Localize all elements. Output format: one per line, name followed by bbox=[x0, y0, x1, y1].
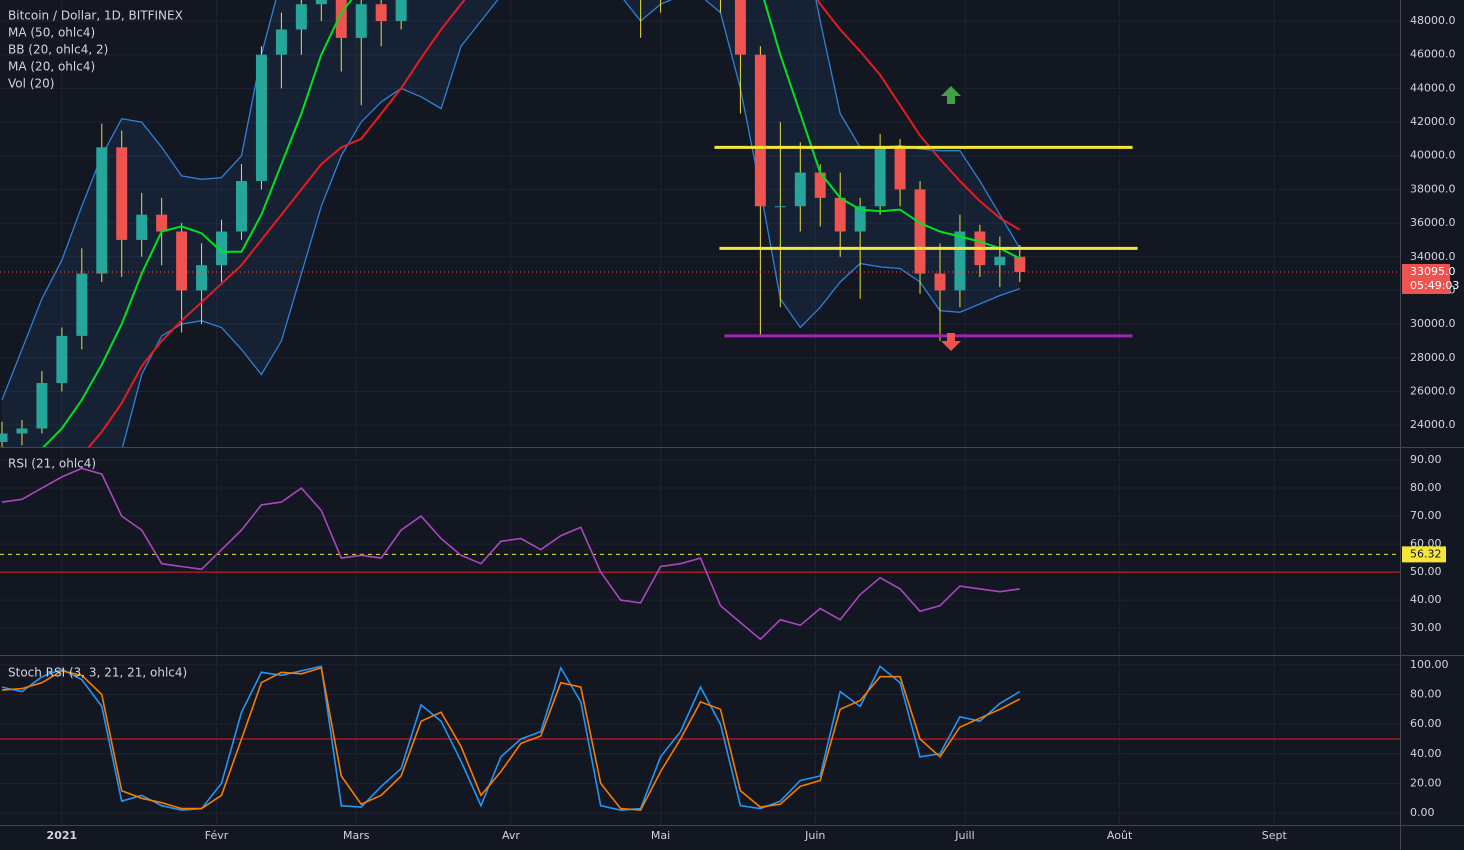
y-tick-label: 48000.0 bbox=[1410, 14, 1456, 27]
legend-entry: MA (20, ohlc4) bbox=[8, 60, 95, 74]
candle-body bbox=[954, 231, 966, 291]
y-tick-label: 20.00 bbox=[1410, 776, 1442, 789]
legend-entry: MA (50, ohlc4) bbox=[8, 26, 95, 40]
x-tick-label: Août bbox=[1107, 829, 1133, 842]
candle-body bbox=[315, 0, 327, 5]
candle-body bbox=[275, 29, 287, 55]
x-tick-label: Juill bbox=[954, 829, 974, 842]
y-tick-label: 80.00 bbox=[1410, 688, 1442, 701]
candle-body bbox=[295, 4, 307, 30]
candle-body bbox=[136, 214, 148, 240]
candle-body bbox=[994, 256, 1006, 266]
candle-body bbox=[754, 54, 766, 207]
candle-body bbox=[255, 54, 267, 181]
candle-body bbox=[16, 428, 28, 434]
candle-body bbox=[834, 197, 846, 232]
candle-body bbox=[375, 4, 387, 22]
candle-body bbox=[335, 0, 347, 38]
moving-average bbox=[42, 0, 1021, 447]
y-tick-label: 30.00 bbox=[1410, 621, 1442, 634]
y-tick-label: 30000.0 bbox=[1410, 317, 1456, 330]
y-tick-label: 36000.0 bbox=[1410, 216, 1456, 229]
y-tick-label: 70.00 bbox=[1410, 509, 1442, 522]
indicator-line bbox=[1, 665, 1021, 811]
y-tick-label: 28000.0 bbox=[1410, 351, 1456, 364]
candle-body bbox=[76, 273, 88, 336]
pane-title: RSI (21, ohlc4) bbox=[8, 457, 96, 471]
candle-body bbox=[0, 433, 8, 442]
y-tick-label: 38000.0 bbox=[1410, 182, 1456, 195]
pane bbox=[0, 0, 1400, 447]
x-tick-label: Févr bbox=[205, 829, 229, 842]
y-tick-label: 50.00 bbox=[1410, 565, 1442, 578]
candle-body bbox=[734, 0, 746, 55]
candle-body bbox=[56, 335, 68, 384]
candle-body bbox=[36, 383, 48, 429]
pane-title: Stoch RSI (3, 3, 21, 21, ohlc4) bbox=[8, 666, 187, 680]
indicator-line bbox=[1, 467, 1020, 641]
x-tick-label: Sept bbox=[1262, 829, 1288, 842]
candle-body bbox=[894, 147, 906, 190]
y-tick-label: 0.00 bbox=[1410, 806, 1435, 819]
y-tick-label: 42000.0 bbox=[1410, 115, 1456, 128]
y-tick-label: 100.00 bbox=[1410, 658, 1449, 671]
candle-body bbox=[96, 147, 108, 274]
band-upper bbox=[1, 0, 1021, 401]
legend: Bitcoin / Dollar, 1D, BITFINEX MA (50, o… bbox=[8, 9, 187, 680]
last-price-box bbox=[1402, 263, 1450, 294]
marker-label: 56.32 bbox=[1410, 547, 1442, 560]
y-tick-label: 34000.0 bbox=[1410, 250, 1456, 263]
last-price-label: 33095.0 bbox=[1410, 265, 1456, 278]
candle-body bbox=[176, 231, 188, 291]
legend-title: Bitcoin / Dollar, 1D, BITFINEX bbox=[8, 9, 183, 23]
indicator-line bbox=[1, 666, 1021, 811]
y-tick-label: 46000.0 bbox=[1410, 48, 1456, 61]
candle-body bbox=[196, 265, 208, 291]
candle-body bbox=[116, 147, 128, 240]
x-tick-label: Mai bbox=[651, 829, 670, 842]
candle-body bbox=[774, 206, 786, 208]
candle-body bbox=[216, 231, 228, 266]
x-tick-label: Juin bbox=[804, 829, 825, 842]
y-tick-label: 24000.0 bbox=[1410, 418, 1456, 431]
y-tick-label: 90.00 bbox=[1410, 453, 1442, 466]
legend-entry: BB (20, ohlc4, 2) bbox=[8, 43, 108, 57]
candle-body bbox=[235, 180, 247, 232]
candle-body bbox=[794, 172, 806, 207]
y-tick-label: 40.00 bbox=[1410, 593, 1442, 606]
up-arrow bbox=[941, 86, 961, 104]
x-tick-label: 2021 bbox=[47, 829, 78, 842]
moving-average bbox=[87, 0, 1021, 447]
candle-body bbox=[914, 189, 926, 274]
marker-label-box bbox=[1402, 546, 1446, 563]
pane bbox=[0, 656, 1400, 825]
x-tick-label: Mars bbox=[343, 829, 370, 842]
pane bbox=[0, 448, 1400, 655]
legend-entry: Vol (20) bbox=[8, 77, 54, 91]
y-tick-label: 44000.0 bbox=[1410, 81, 1456, 94]
candle-body bbox=[395, 0, 407, 22]
y-tick-label: 60.00 bbox=[1410, 717, 1442, 730]
plot bbox=[0, 0, 1400, 825]
y-tick-label: 80.00 bbox=[1410, 481, 1442, 494]
candle-body bbox=[156, 214, 168, 232]
candle-body bbox=[814, 172, 826, 198]
candle-body bbox=[355, 4, 367, 38]
down-arrow bbox=[941, 333, 961, 351]
y-tick-label: 26000.0 bbox=[1410, 384, 1456, 397]
candle-body bbox=[934, 273, 946, 291]
x-tick-label: Avr bbox=[502, 829, 520, 842]
y-tick-label: 40.00 bbox=[1410, 747, 1442, 760]
countdown-label: 05:49:03 bbox=[1410, 279, 1459, 292]
candle-body bbox=[1014, 256, 1026, 272]
candle-body bbox=[854, 206, 866, 232]
candle-body bbox=[874, 147, 886, 207]
y-tick-label: 40000.0 bbox=[1410, 149, 1456, 162]
